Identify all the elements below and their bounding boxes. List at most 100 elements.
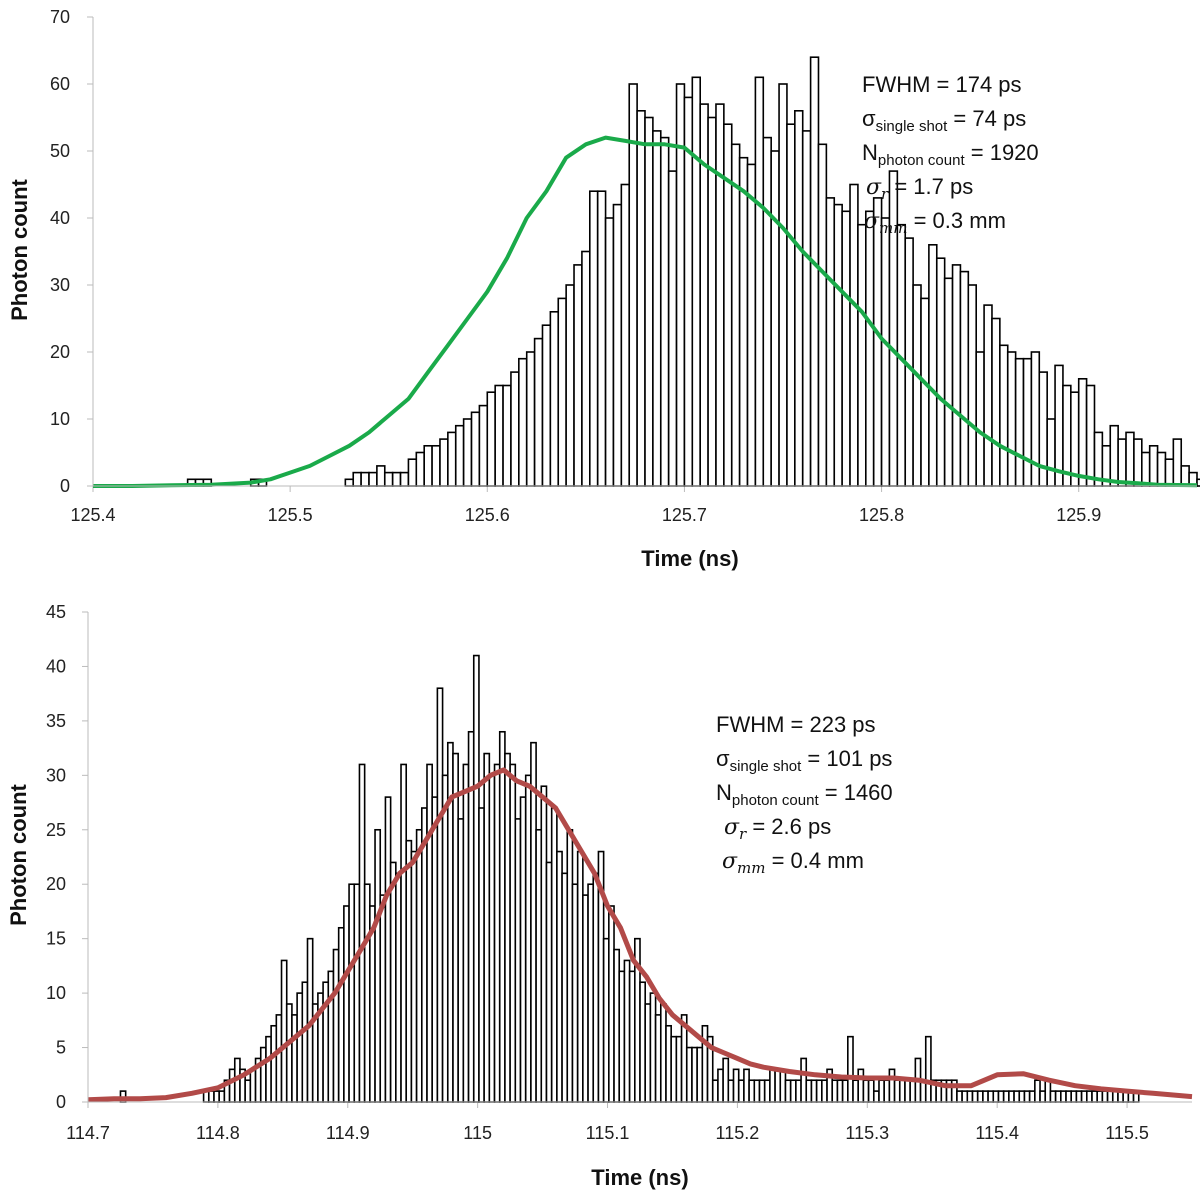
top-y-tick-label: 10 <box>50 409 70 429</box>
bottom-x-tick-label: 115.4 <box>975 1123 1019 1143</box>
top-histogram-bar <box>1141 451 1151 487</box>
top-x-tick-label: 125.7 <box>662 505 707 525</box>
top-histogram-bar <box>817 143 828 487</box>
top-histogram-bar <box>778 83 788 487</box>
top-histogram-bar <box>770 150 780 487</box>
top-histogram-bar <box>557 297 567 487</box>
top-histogram-bar <box>439 438 449 487</box>
bottom-y-tick-label: 25 <box>46 820 66 840</box>
bottom-x-tick-label: 115.1 <box>586 1123 630 1143</box>
bottom-sigma-r-text: σr = 2.6 ps <box>724 814 831 843</box>
top-histogram-bar <box>825 197 836 487</box>
top-histogram-bar <box>983 304 993 487</box>
top-histogram-bar <box>360 471 370 487</box>
top-x-tick-label: 125.8 <box>859 505 904 525</box>
top-histogram-bar <box>691 76 701 487</box>
top-histogram-bar <box>1164 458 1175 487</box>
bottom-chart: 0 5 10 15 20 25 30 35 40 45 114.7 114.8 114.9 115 115… <box>6 602 1193 1190</box>
top-histogram-bar <box>675 83 686 487</box>
top-histogram-bar <box>612 203 623 487</box>
top-histogram-bar <box>391 471 402 487</box>
bottom-sigma-single-text: σsingle shot = 101 ps <box>716 746 892 775</box>
top-histogram-bar <box>486 391 496 487</box>
bottom-x-tick-label: 115 <box>463 1123 492 1143</box>
top-histogram-bar <box>1156 451 1167 487</box>
top-histogram-bar <box>730 143 741 487</box>
bottom-x-tick-label: 114.9 <box>326 1123 370 1143</box>
top-histogram-bar <box>423 444 433 487</box>
bottom-x-tick-label: 115.3 <box>845 1123 889 1143</box>
bottom-y-tick-label: 40 <box>46 656 66 676</box>
top-x-axis-title: Time (ns) <box>641 546 738 571</box>
bottom-y-tick-label: 35 <box>46 711 66 731</box>
top-histogram-bar <box>588 190 599 487</box>
top-histogram-bar <box>1077 377 1088 487</box>
top-y-tick-label: 0 <box>60 476 70 496</box>
top-histogram-bar <box>794 110 804 487</box>
top-histogram-bar <box>1046 418 1056 487</box>
top-histogram-bar <box>644 116 654 487</box>
top-histogram-bar <box>525 351 536 487</box>
top-histogram-bar <box>1022 357 1033 487</box>
top-histogram-bar <box>880 217 891 487</box>
top-histogram-bar <box>801 130 812 487</box>
top-histogram-bar <box>864 210 875 487</box>
top-histogram-bar <box>659 136 670 487</box>
top-histogram-bar <box>951 264 962 487</box>
top-histogram-bar <box>959 270 970 487</box>
bottom-x-tick-label: 114.8 <box>196 1123 240 1143</box>
top-histogram-bar <box>407 458 418 487</box>
top-histogram-bar <box>352 471 362 487</box>
top-histogram-bar <box>1014 357 1025 487</box>
bottom-y-tick-label: 5 <box>56 1038 66 1058</box>
bottom-y-tick-label: 15 <box>46 929 66 949</box>
top-histogram-bar <box>596 190 607 487</box>
top-histogram-bar <box>447 431 457 487</box>
bottom-x-axis-title: Time (ns) <box>591 1165 688 1190</box>
top-y-tick-label: 30 <box>50 275 70 295</box>
top-x-tick-label: 125.9 <box>1056 505 1101 525</box>
bottom-stats-annotation: FWHM = 223 ps σsingle shot = 101 ps Npho… <box>716 712 893 877</box>
top-histogram-bar <box>1006 351 1017 487</box>
top-histogram-bar <box>462 418 473 487</box>
top-histogram-bar <box>1054 364 1064 487</box>
bottom-fwhm-text: FWHM = 223 ps <box>716 712 876 737</box>
top-x-tick-label: 125.4 <box>70 505 115 525</box>
bottom-y-tick-label: 10 <box>46 983 66 1003</box>
top-histogram-bar <box>1085 384 1096 487</box>
top-y-tick-label: 50 <box>50 141 70 161</box>
bottom-x-tick-label: 115.2 <box>716 1123 760 1143</box>
top-histogram-bar <box>1133 438 1143 487</box>
top-histogram-bar <box>502 384 512 487</box>
top-histogram-bar <box>376 465 386 487</box>
top-histogram-bar <box>872 197 883 487</box>
top-histogram-bar <box>415 451 426 487</box>
top-histogram-bar <box>454 424 465 487</box>
top-histogram-bar <box>604 217 615 487</box>
bottom-y-tick-label: 20 <box>46 874 66 894</box>
top-histogram-bar <box>549 310 560 487</box>
top-histogram-bar <box>652 130 662 487</box>
top-histogram-bars <box>186 56 1200 487</box>
top-histogram-bar <box>1070 391 1080 487</box>
top-histogram-bar <box>975 351 985 487</box>
bottom-x-tick-label: 115.5 <box>1105 1123 1149 1143</box>
top-histogram-bar <box>510 371 520 487</box>
top-x-tick-label: 125.5 <box>268 505 313 525</box>
top-histogram-bar <box>1109 424 1119 487</box>
top-sigma-single-text: σsingle shot = 74 ps <box>862 106 1026 135</box>
top-y-tick-label: 40 <box>50 208 70 228</box>
top-histogram-bar <box>754 76 765 487</box>
top-histogram-bar <box>368 471 378 487</box>
top-histogram-bar <box>857 223 867 487</box>
top-histogram-bar <box>786 123 796 487</box>
top-histogram-bar <box>470 411 481 487</box>
top-fit-line <box>93 135 1198 488</box>
top-histogram-bar <box>912 284 922 487</box>
top-histogram-bar <box>999 344 1009 487</box>
top-histogram-bar <box>620 183 631 487</box>
top-histogram-bar <box>383 471 394 487</box>
top-fwhm-text: FWHM = 174 ps <box>862 72 1022 97</box>
top-histogram-bar <box>738 156 749 487</box>
